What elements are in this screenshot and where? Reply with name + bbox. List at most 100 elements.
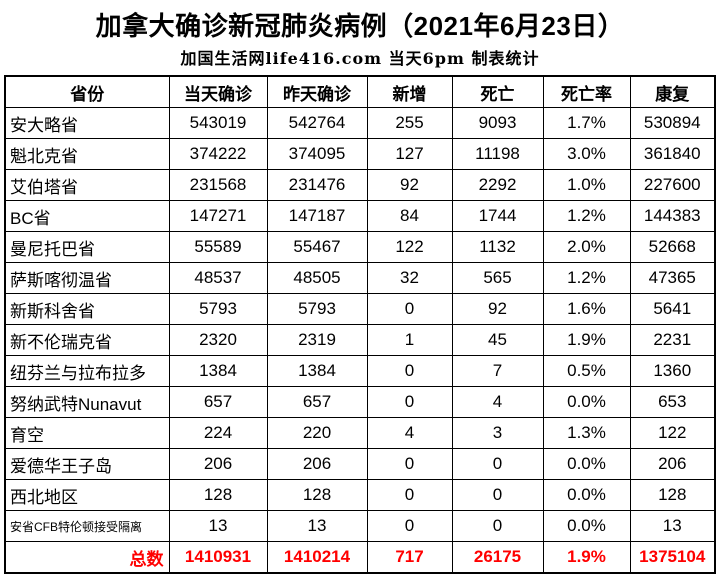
stat-value: 1.2% [542,262,631,294]
stat-value: 231476 [266,169,368,201]
province-name: 安大略省 [4,107,170,139]
stat-value: 0.5% [542,355,631,387]
stat-value: 55467 [266,231,368,263]
total-value: 717 [366,541,453,574]
total-value: 26175 [451,541,544,574]
column-header: 死亡率 [542,75,631,108]
province-name: 爱德华王子岛 [4,448,170,480]
stat-value: 1744 [451,200,544,232]
table-row: BC省 147271 147187 84 1744 1.2% 144383 [4,200,716,232]
header-row: 省份 当天确诊 昨天确诊 新增 死亡 死亡率 康复 [4,75,716,108]
table-row: 爱德华王子岛 206 206 0 0 0.0% 206 [4,448,716,480]
total-value: 1375104 [629,541,716,574]
province-name: 新斯科舍省 [4,293,170,325]
stat-value: 84 [366,200,453,232]
province-name: 艾伯塔省 [4,169,170,201]
stat-value: 657 [266,386,368,418]
province-name: 魁北克省 [4,138,170,170]
stat-value: 147271 [168,200,268,232]
stat-value: 13 [168,510,268,542]
stat-value: 2319 [266,324,368,356]
stat-value: 0 [366,479,453,511]
stat-value: 92 [366,169,453,201]
table-row: 萨斯喀彻温省 48537 48505 32 565 1.2% 47365 [4,262,716,294]
stat-value: 543019 [168,107,268,139]
stat-value: 0.0% [542,510,631,542]
stat-value: 1132 [451,231,544,263]
total-value: 1.9% [542,541,631,574]
stat-value: 48505 [266,262,368,294]
province-name: 萨斯喀彻温省 [4,262,170,294]
table-body: 安大略省 543019 542764 255 9093 1.7% 530894 魁北克省 374… [4,107,716,574]
province-name: BC省 [4,200,170,232]
stat-value: 0 [366,386,453,418]
total-value: 1410931 [168,541,268,574]
stat-value: 5793 [168,293,268,325]
stat-value: 1 [366,324,453,356]
stat-value: 144383 [629,200,716,232]
column-header: 康复 [629,75,716,108]
stat-value: 0.0% [542,479,631,511]
stat-value: 0 [451,479,544,511]
table-row: 曼尼托巴省 55589 55467 122 1132 2.0% 52668 [4,231,716,263]
stat-value: 128 [629,479,716,511]
table-row: 新不伦瑞克省 2320 2319 1 45 1.9% 2231 [4,324,716,356]
stat-value: 122 [629,417,716,449]
stat-value: 224 [168,417,268,449]
stat-value: 0.0% [542,448,631,480]
stat-value: 1.9% [542,324,631,356]
stat-value: 1.7% [542,107,631,139]
stat-value: 542764 [266,107,368,139]
stat-value: 1.6% [542,293,631,325]
stat-value: 220 [266,417,368,449]
stat-value: 361840 [629,138,716,170]
stat-value: 255 [366,107,453,139]
stat-value: 92 [451,293,544,325]
stat-value: 206 [168,448,268,480]
stat-value: 147187 [266,200,368,232]
covid-table: 省份 当天确诊 昨天确诊 新增 死亡 死亡率 康复 安大略省 543019 542764 255 9… [4,75,716,574]
stat-value: 374095 [266,138,368,170]
stat-value: 45 [451,324,544,356]
stat-value: 227600 [629,169,716,201]
stat-value: 2231 [629,324,716,356]
stat-value: 55589 [168,231,268,263]
stat-value: 128 [168,479,268,511]
column-header: 省份 [4,75,170,108]
stat-value: 206 [629,448,716,480]
province-name: 努纳武特Nunavut [4,386,170,418]
stat-value: 4 [451,386,544,418]
stat-value: 47365 [629,262,716,294]
stat-value: 231568 [168,169,268,201]
stat-value: 13 [266,510,368,542]
province-name: 曼尼托巴省 [4,231,170,263]
table-row: 育空 224 220 4 3 1.3% 122 [4,417,716,449]
stat-value: 565 [451,262,544,294]
table-row: 安大略省 543019 542764 255 9093 1.7% 530894 [4,107,716,139]
stat-value: 5793 [266,293,368,325]
total-label: 总数 [4,541,170,574]
stat-value: 374222 [168,138,268,170]
table-row: 新斯科舍省 5793 5793 0 92 1.6% 5641 [4,293,716,325]
table-row: 魁北克省 374222 374095 127 11198 3.0% 361840 [4,138,716,170]
stat-value: 0.0% [542,386,631,418]
stat-value: 1.3% [542,417,631,449]
stat-value: 1384 [168,355,268,387]
stat-value: 1.0% [542,169,631,201]
table-row: 安省CFB特伦顿接受隔离 13 13 0 0 0.0% 13 [4,510,716,542]
stat-value: 657 [168,386,268,418]
stat-value: 3.0% [542,138,631,170]
stat-value: 2292 [451,169,544,201]
stat-value: 0 [366,355,453,387]
stat-value: 48537 [168,262,268,294]
total-row: 总数 1410931 1410214 717 26175 1.9% 1375104 [4,541,716,574]
column-header: 昨天确诊 [266,75,368,108]
stat-value: 0 [366,448,453,480]
page-title: 加拿大确诊新冠肺炎病例（2021年6月23日） [95,11,625,41]
stat-value: 4 [366,417,453,449]
column-header: 当天确诊 [168,75,268,108]
stat-value: 13 [629,510,716,542]
stat-value: 2320 [168,324,268,356]
total-value: 1410214 [266,541,368,574]
table-row: 纽芬兰与拉布拉多 1384 1384 0 7 0.5% 1360 [4,355,716,387]
